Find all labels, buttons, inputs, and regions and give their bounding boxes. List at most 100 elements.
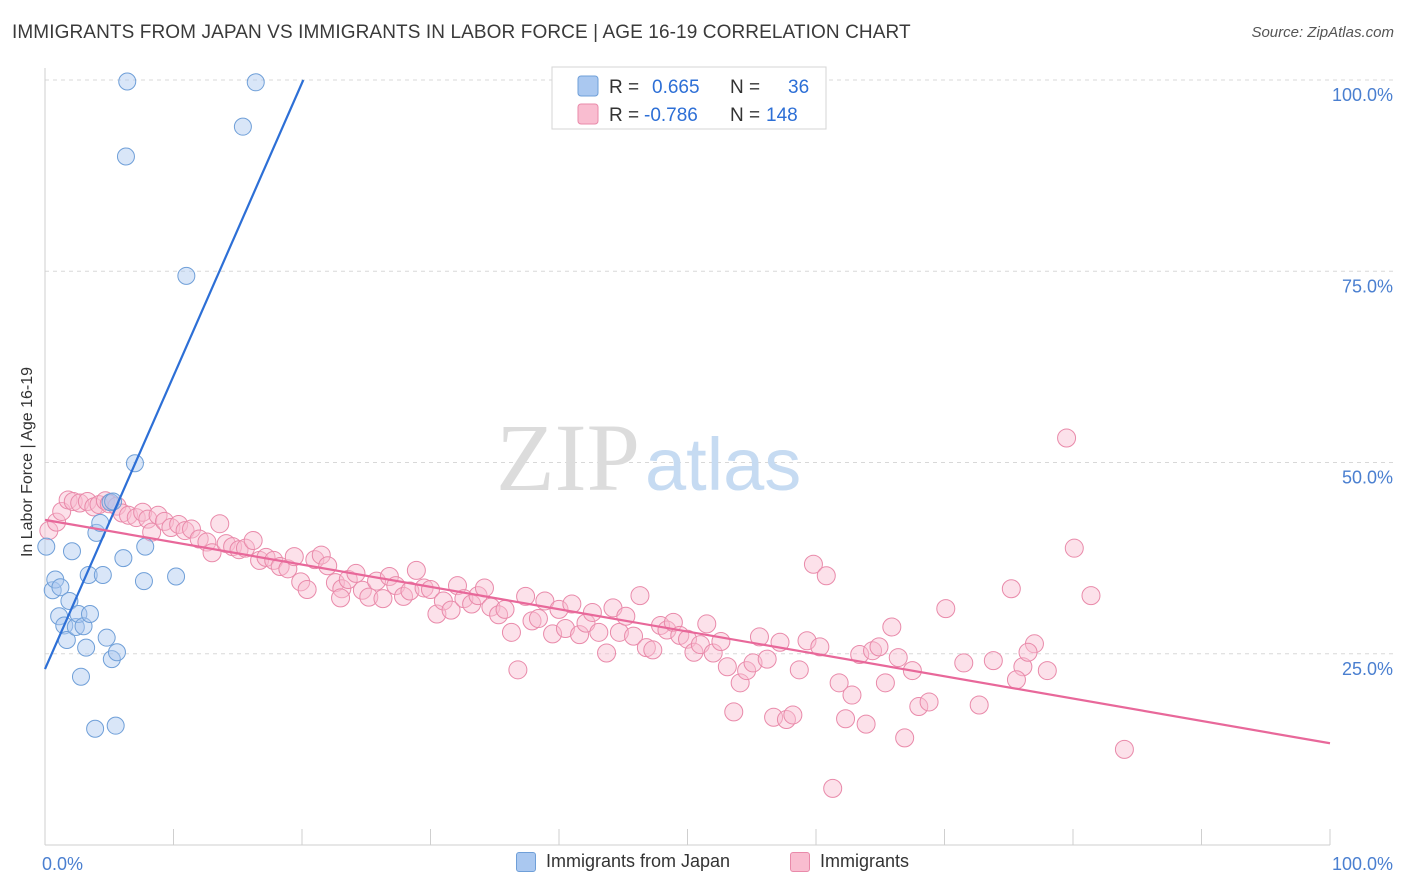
immigrants-point: [516, 586, 536, 606]
immigrants-point: [888, 648, 908, 668]
immigrants-point: [359, 587, 379, 607]
immigrants-point: [609, 622, 629, 642]
immigrants-point: [243, 531, 263, 551]
immigrants-point: [983, 651, 1003, 671]
immigrants-point: [555, 619, 575, 639]
legend-label-immigrants: Immigrants: [820, 851, 910, 871]
immigrants-point: [501, 622, 521, 642]
immigrants-point: [338, 570, 358, 590]
x-tick-label-max: 100.0%: [1332, 854, 1393, 874]
immigrants-point: [783, 705, 803, 725]
trend-line-japan: [43, 79, 305, 670]
legend-label-japan: Immigrants from Japan: [546, 851, 731, 871]
immigrants-point: [803, 554, 823, 574]
axes: [44, 68, 1331, 846]
y-tick-labels: 25.0% 50.0% 75.0% 100.0%: [1332, 85, 1393, 679]
immigrants-point: [1001, 579, 1021, 599]
immigrants-point: [789, 660, 809, 680]
immigrants-point: [1006, 670, 1026, 690]
immigrants-point: [737, 661, 757, 681]
immigrants-point: [624, 626, 644, 646]
immigrants-point: [630, 586, 650, 606]
immigrants-point: [875, 673, 895, 693]
japan-point: [86, 719, 105, 738]
gridlines: [45, 79, 1395, 655]
immigrants-point: [643, 640, 663, 660]
immigrants-point: [311, 545, 331, 565]
y-tick-label: 100.0%: [1332, 85, 1393, 105]
legend-item-immigrants[interactable]: Immigrants: [790, 851, 909, 872]
japan-point: [233, 117, 252, 136]
immigrants-point: [175, 521, 195, 541]
immigrants-point: [836, 709, 856, 729]
x-tick-labels: 0.0% 100.0%: [42, 854, 1393, 874]
legend-item-japan[interactable]: Immigrants from Japan: [516, 851, 730, 872]
stats-r-label-immigrants: R =: [609, 105, 639, 126]
immigrants-point: [724, 702, 744, 722]
immigrants-point: [1064, 538, 1084, 558]
legend-swatch-immigrants: [790, 851, 810, 872]
immigrants-point: [284, 547, 304, 567]
watermark: ZIP atlas: [496, 404, 801, 511]
immigrants-point: [400, 581, 420, 601]
immigrants-point: [582, 602, 602, 622]
immigrants-point: [730, 673, 750, 693]
immigrants-point: [717, 657, 737, 677]
stats-n-value-immigrants: 148: [766, 105, 798, 126]
immigrants-point: [823, 778, 843, 798]
immigrants-point: [597, 643, 617, 663]
y-tick-label: 75.0%: [1342, 276, 1393, 296]
immigrants-point: [969, 695, 989, 715]
immigrants-point: [235, 538, 255, 558]
stats-r-value-immigrants: -0.786: [644, 105, 698, 126]
immigrants-point: [297, 579, 317, 599]
immigrants-point: [189, 529, 209, 549]
series-japan-points: [37, 72, 265, 738]
immigrants-point: [508, 660, 528, 680]
immigrants-point: [394, 586, 414, 606]
y-tick-label: 50.0%: [1342, 468, 1393, 488]
immigrants-point: [816, 566, 836, 586]
immigrants-point: [63, 492, 83, 512]
immigrants-point: [842, 685, 862, 705]
immigrants-point: [70, 493, 90, 513]
japan-point: [116, 147, 135, 166]
stats-r-value-japan: 0.665: [652, 77, 700, 98]
immigrants-point: [331, 588, 351, 608]
stats-swatch-immigrants: [577, 103, 599, 125]
immigrants-point: [1114, 739, 1134, 759]
japan-point: [134, 572, 153, 591]
immigrants-point: [749, 627, 769, 647]
japan-point: [246, 73, 265, 92]
immigrants-point: [570, 625, 590, 645]
series-immigrants-points: [39, 428, 1134, 798]
immigrants-point: [869, 637, 889, 657]
immigrants-point: [1018, 642, 1038, 662]
immigrants-point: [406, 560, 426, 580]
stats-legend: R = 0.665 N = 36 R = -0.786 N = 148: [551, 66, 827, 130]
immigrants-point: [318, 556, 338, 576]
japan-point: [80, 604, 99, 623]
y-axis-label: In Labor Force | Age 16-19: [19, 366, 36, 558]
japan-point: [77, 638, 96, 657]
y-tick-label: 25.0%: [1342, 659, 1393, 679]
stats-n-label-japan: N =: [730, 77, 760, 98]
japan-point: [51, 578, 70, 597]
immigrants-point: [697, 614, 717, 634]
immigrants-point: [850, 645, 870, 665]
immigrants-point: [1037, 661, 1057, 681]
japan-point: [177, 266, 196, 285]
immigrants-point: [589, 622, 609, 642]
immigrants-point: [528, 609, 548, 629]
immigrants-point: [278, 559, 298, 579]
immigrants-point: [161, 518, 181, 538]
immigrants-point: [909, 697, 929, 717]
immigrants-point: [684, 642, 704, 662]
chart-title: IMMIGRANTS FROM JAPAN VS IMMIGRANTS IN L…: [12, 22, 911, 43]
trend-line-immigrants: [44, 518, 1331, 745]
japan-point: [93, 565, 112, 584]
stats-swatch-japan: [577, 75, 599, 97]
immigrants-point: [743, 653, 763, 673]
immigrants-point: [703, 643, 723, 663]
